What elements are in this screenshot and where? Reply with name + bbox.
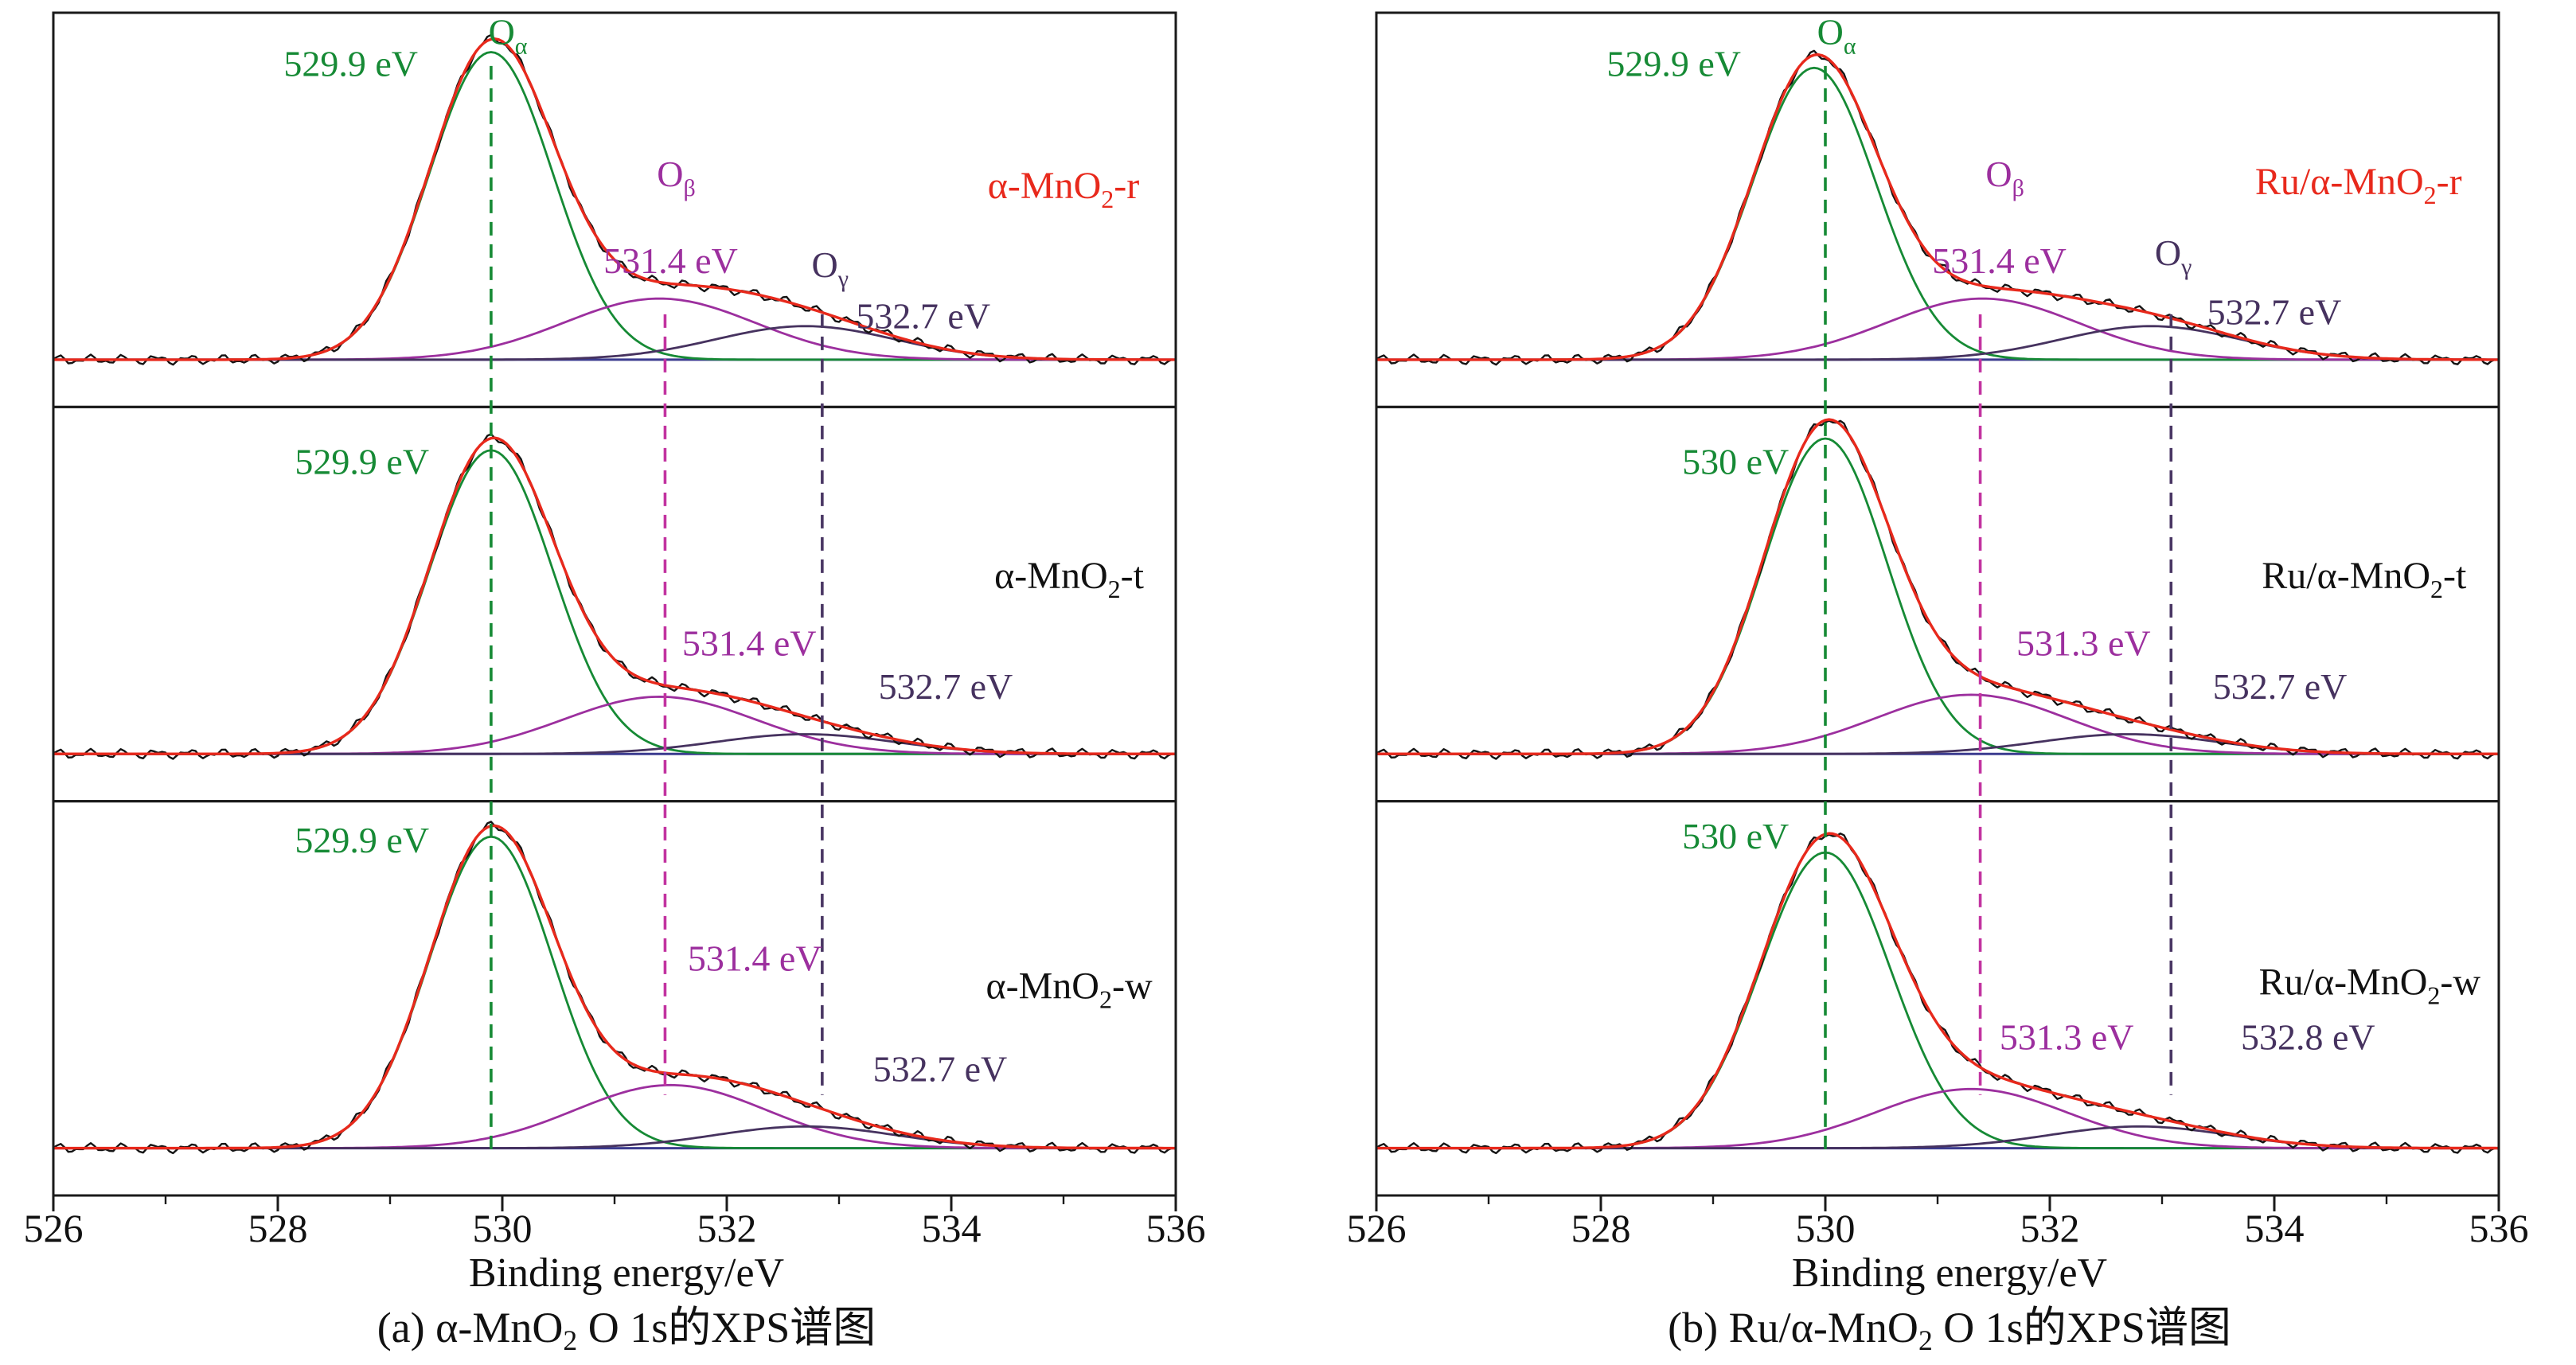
peak-annotation: 531.3 eV — [2000, 1017, 2134, 1058]
panel-b-caption: (b) Ru/α-MnO2 O 1s的XPS谱图 — [1341, 1303, 2558, 1365]
x-tick-label: 534 — [2245, 1206, 2305, 1250]
sample-label: α-MnO2-w — [986, 965, 1152, 1013]
sample-label: Ru/α-MnO2-w — [2259, 961, 2481, 1009]
o_beta-component-curve — [53, 1083, 1176, 1149]
peak-annotation: 531.4 eV — [1932, 240, 2067, 281]
peak-annotation: 530 eV — [1682, 442, 1789, 482]
peak-annotation: 532.7 eV — [2213, 666, 2348, 707]
sample-label: α-MnO2-t — [994, 555, 1144, 603]
sample-label: Ru/α-MnO2-r — [2255, 161, 2462, 209]
caption-subscript: 2 — [563, 1324, 578, 1356]
peak-annotation: 529.9 eV — [1606, 43, 1741, 84]
x-tick-label: 534 — [922, 1206, 982, 1250]
fit-envelope-curve — [53, 37, 1176, 361]
x-tick-label: 530 — [473, 1206, 533, 1250]
caption-text: O 1s的XPS谱图 — [577, 1304, 876, 1351]
fit-envelope-curve — [1376, 832, 2500, 1150]
x-tick-label: 530 — [1796, 1206, 1856, 1250]
caption-text: (a) α-MnO — [377, 1304, 564, 1351]
peak-annotation: 531.4 eV — [688, 938, 822, 979]
subplot-a-2 — [52, 405, 1177, 803]
peak-annotation: Oβ — [1985, 154, 2024, 201]
peak-annotation: 531.4 eV — [603, 240, 738, 281]
x-tick-label: 526 — [1347, 1206, 1407, 1250]
fit-envelope-curve — [1376, 418, 2499, 755]
peak-annotation: Oα — [489, 12, 528, 60]
subplot-b-2 — [1375, 405, 2500, 803]
peak-annotation: Oβ — [657, 154, 696, 201]
fit-envelope-curve — [53, 824, 1176, 1150]
peak-annotation: 532.7 eV — [856, 295, 990, 336]
peak-annotation: 531.3 eV — [2016, 622, 2151, 663]
panel-a-caption: (a) α-MnO2 O 1s的XPS谱图 — [18, 1303, 1235, 1365]
peak-annotation: 532.7 eV — [2207, 291, 2342, 332]
peak-annotation: Oα — [1817, 12, 1856, 60]
subplot-a-1 — [52, 11, 1177, 408]
panel-b: 529.9 eV Oα Oβ 531.4 eV Oγ 532.7 eV Ru/α-MnO2-… — [1341, 0, 2558, 1365]
subplot-frame — [52, 11, 1177, 408]
sample-label: α-MnO2-r — [988, 165, 1139, 213]
peak-annotation: 529.9 eV — [295, 820, 429, 860]
peak-annotation: 532.7 eV — [879, 666, 1013, 707]
panel-b-chart: 529.9 eV Oα Oβ 531.4 eV Oγ 532.7 eV Ru/α-MnO2-… — [1347, 11, 2529, 1250]
peak-annotation: 532.8 eV — [2241, 1017, 2375, 1058]
x-tick-label: 536 — [2469, 1206, 2529, 1250]
subplot-a-3 — [52, 800, 1177, 1197]
o_beta-component-curve — [53, 297, 1176, 361]
peak-annotation: Oγ — [811, 244, 849, 292]
panel-a: 529.9 eV Oα Oβ 531.4 eV Oγ 532.7 eV α-MnO2-r 52… — [18, 0, 1235, 1365]
subplot-frame — [1375, 405, 2500, 803]
fit-envelope-curve — [1376, 53, 2499, 361]
subplot-frame — [1375, 11, 2500, 408]
peak-annotation: 529.9 eV — [295, 442, 429, 482]
subplot-b-1 — [1375, 11, 2500, 408]
subplot-frame — [52, 405, 1177, 803]
peak-annotation: Oγ — [2155, 232, 2192, 280]
sample-label: Ru/α-MnO2-t — [2262, 555, 2467, 603]
x-tick-label: 536 — [1146, 1206, 1206, 1250]
peak-annotation: 531.4 eV — [682, 622, 817, 663]
panel-a-x-axis-title: Binding energy/eV — [468, 1250, 785, 1296]
x-tick-label: 532 — [2020, 1206, 2080, 1250]
x-tick-label: 528 — [1571, 1206, 1631, 1250]
x-tick-label: 528 — [248, 1206, 308, 1250]
caption-text: O 1s的XPS谱图 — [1932, 1304, 2231, 1351]
peak-annotation: 532.7 eV — [873, 1048, 1008, 1089]
fit-envelope-curve — [53, 436, 1176, 755]
caption-text: (b) Ru/α-MnO — [1668, 1304, 1918, 1351]
x-tick-label: 532 — [697, 1206, 757, 1250]
peak-annotation: 530 eV — [1682, 816, 1789, 856]
x-tick-label: 526 — [24, 1206, 84, 1250]
peak-annotation: 529.9 eV — [283, 43, 418, 84]
panel-b-x-axis-title: Binding energy/eV — [1791, 1250, 2108, 1296]
o_alpha-component-curve — [53, 449, 1176, 755]
o_beta-component-curve — [1376, 1087, 2499, 1149]
caption-subscript: 2 — [1918, 1324, 1933, 1356]
